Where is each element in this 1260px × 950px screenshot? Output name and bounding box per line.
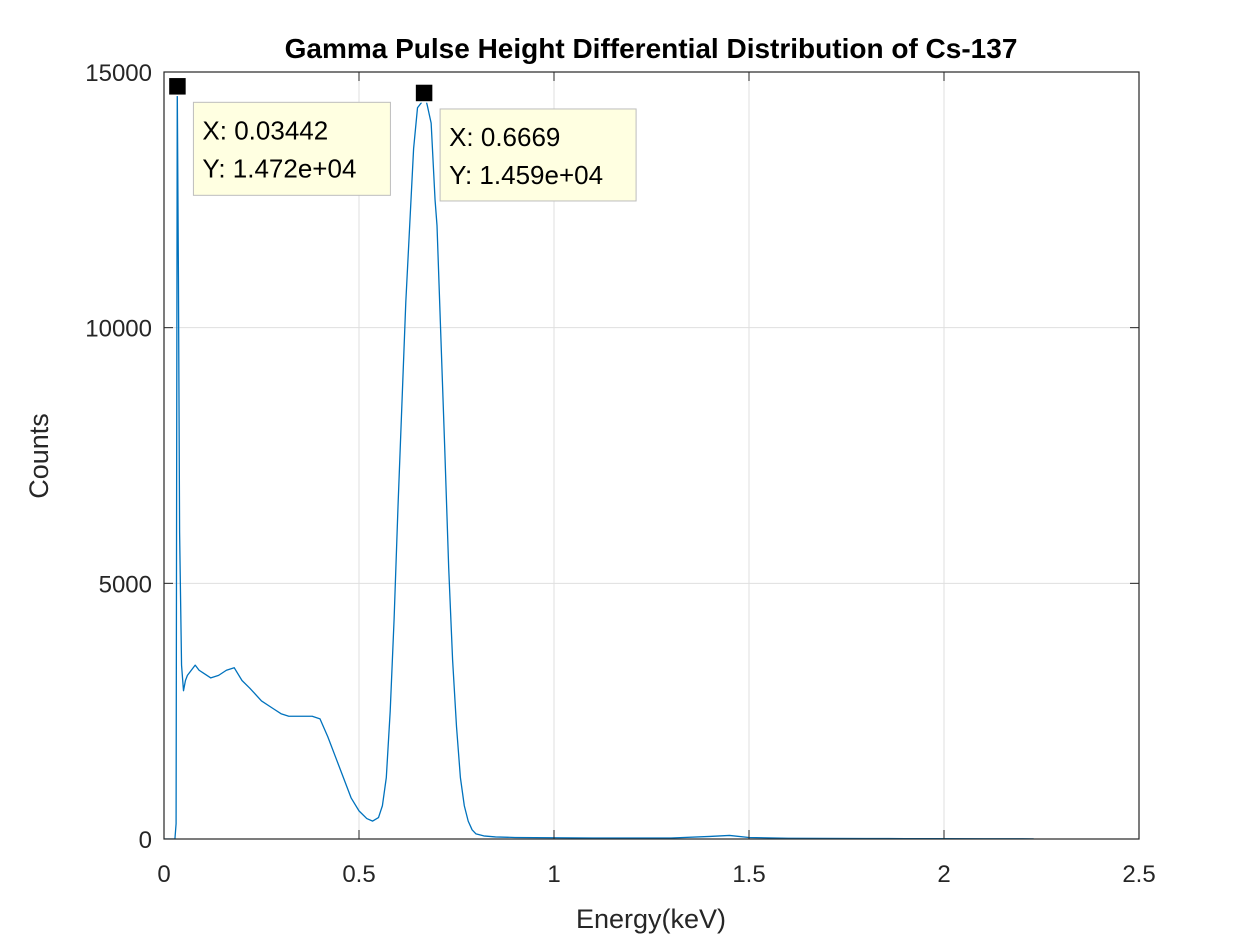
x-tick-label: 1: [547, 861, 560, 888]
grid: [164, 72, 1139, 839]
datatip-y-text: Y: 1.459e+04: [449, 160, 603, 190]
datatip-x-text: X: 0.6669: [449, 122, 560, 152]
x-axis-label: Energy(keV): [576, 904, 726, 934]
datatip-marker[interactable]: [167, 76, 188, 97]
ticks: 0 0.5 1 1.5 2 2.5 0 5000 10000 15000: [85, 60, 1155, 888]
x-tick-label: 1.5: [732, 861, 765, 888]
y-tick-label: 0: [139, 827, 152, 854]
series-layer: [164, 85, 1034, 839]
datatip-box: [192, 101, 391, 196]
datatip[interactable]: X: 0.6669 Y: 1.459e+04: [414, 83, 637, 202]
y-tick-label: 5000: [99, 571, 152, 598]
datatip[interactable]: X: 0.03442 Y: 1.472e+04: [167, 76, 391, 196]
datatip-marker[interactable]: [414, 83, 434, 103]
y-axis-label: Counts: [24, 413, 54, 499]
y-tick-label: 10000: [85, 316, 152, 343]
axes-box: [163, 71, 1140, 840]
spectrum-line: [164, 85, 1034, 839]
plot-area: [164, 72, 1139, 839]
y-tick-label: 15000: [85, 60, 152, 87]
x-tick-label: 2.5: [1122, 861, 1155, 888]
datatip-x-text: X: 0.03442: [202, 115, 328, 145]
datatips[interactable]: X: 0.03442 Y: 1.472e+04 X: 0.6669 Y: 1.459e…: [167, 76, 637, 202]
datatip-y-text: Y: 1.472e+04: [202, 153, 356, 183]
x-tick-label: 0.5: [342, 861, 375, 888]
datatip-box: [439, 108, 637, 202]
x-tick-label: 2: [937, 861, 950, 888]
chart-title: Gamma Pulse Height Differential Distribu…: [285, 33, 1018, 64]
x-tick-label: 0: [157, 861, 170, 888]
